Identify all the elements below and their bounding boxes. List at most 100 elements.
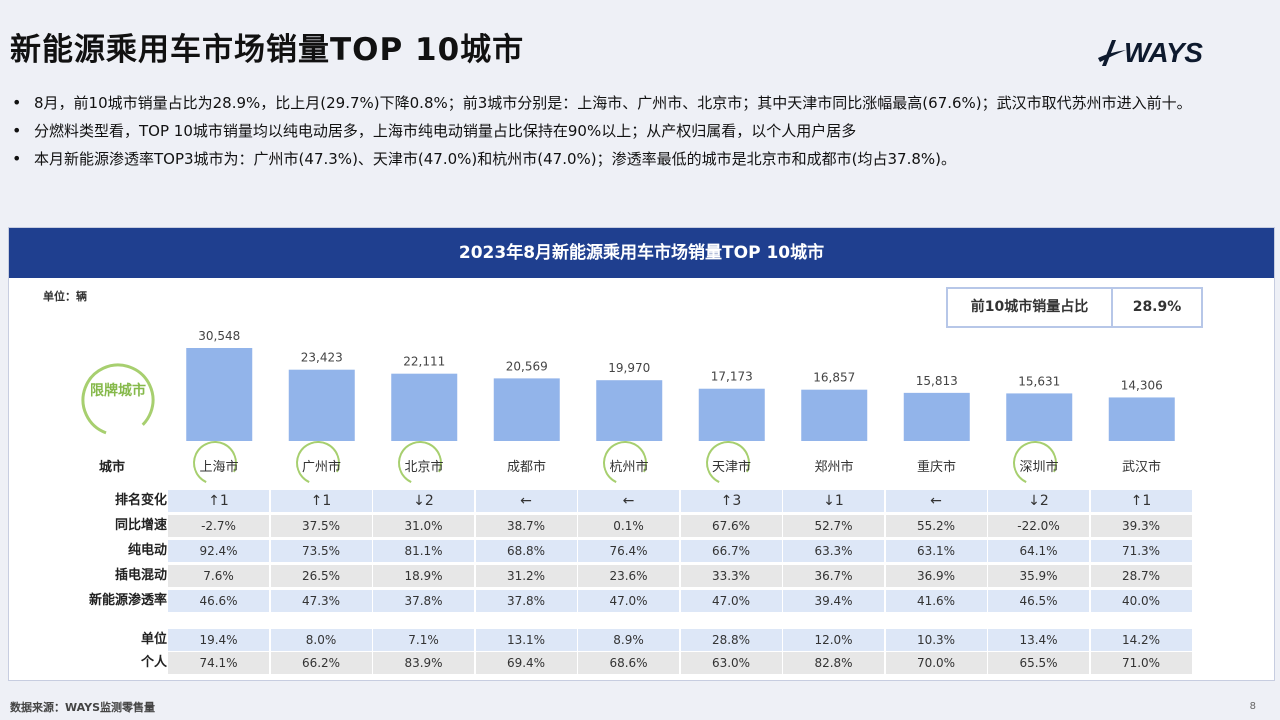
table-cell: 82.8%	[783, 652, 884, 674]
table-cell: 81.1%	[373, 540, 474, 562]
table-cell: ←	[885, 490, 987, 512]
badge-ring-icon	[81, 363, 155, 437]
table-cell: -2.7%	[168, 515, 269, 537]
table-cell: 7.6%	[168, 565, 269, 587]
table-cell: 13.1%	[475, 629, 577, 651]
table-row-label: 纯电动	[127, 543, 167, 558]
table-row-label: 个人	[140, 655, 167, 670]
logo-mark-icon	[1098, 40, 1126, 66]
table-cell: 8.0%	[270, 629, 372, 651]
bar-上海市	[186, 348, 253, 441]
table-cell: ↑1	[270, 490, 372, 512]
table-row-label: 排名变化	[114, 493, 167, 508]
table-cell: 23.6%	[578, 565, 679, 587]
table-cell: 28.8%	[680, 629, 782, 651]
table-cell: 28.7%	[1090, 565, 1192, 587]
table-cell: 31.2%	[475, 565, 577, 587]
bar-重庆市	[903, 392, 970, 441]
table-cell: 36.7%	[783, 565, 884, 587]
table-row: 单位 19.4% 8.0% 7.1% 13.1% 8.9% 28.8% 12.0% 10.3% 1…	[9, 629, 1274, 651]
table-row: 纯电动 92.4% 73.5% 81.1% 68.8% 76.4% 66.7% 63.3% 63…	[9, 540, 1274, 562]
table-cell: 47.3%	[270, 590, 372, 612]
table-cell: 73.5%	[270, 540, 372, 562]
table-cell: 52.7%	[783, 515, 884, 537]
city-label: 上海市	[199, 460, 239, 475]
logo-text: WAYS	[1124, 37, 1203, 68]
table-cell: 33.3%	[680, 565, 782, 587]
table-cell: 40.0%	[1090, 590, 1192, 612]
table-cell: 67.6%	[680, 515, 782, 537]
city-label: 天津市	[711, 460, 751, 475]
top10-share-value: 28.9%	[1132, 299, 1182, 315]
bar-value-label: 16,857	[813, 371, 855, 385]
bar-广州市	[288, 369, 355, 441]
table-cell: 69.4%	[475, 652, 577, 674]
bar-成都市	[493, 378, 560, 441]
table-cell: ↓1	[783, 490, 884, 512]
chart-title: 2023年8月新能源乘用车市场销量TOP 10城市	[9, 228, 1274, 278]
table-cell: 71.3%	[1090, 540, 1192, 562]
table-cell: 36.9%	[885, 565, 987, 587]
table-cell: 47.0%	[680, 590, 782, 612]
table-row-label: 单位	[140, 632, 167, 647]
table-cell: 41.6%	[885, 590, 987, 612]
table-cell: 74.1%	[168, 652, 269, 674]
table-cell: 35.9%	[988, 565, 1089, 587]
bar-value-label: 22,111	[403, 355, 445, 369]
footer-source: 数据来源：WAYS监测零售量	[10, 701, 155, 714]
city-label: 武汉市	[1121, 460, 1161, 475]
bullet-2: 分燃料类型看，TOP 10城市销量均以纯电动居多，上海市纯电动销量占比保持在90…	[10, 120, 1220, 142]
table-cell: 7.1%	[373, 629, 474, 651]
city-label: 北京市	[404, 460, 444, 475]
table-row-label: 同比增速	[114, 518, 167, 533]
table-cell: 71.0%	[1090, 652, 1192, 674]
table-row: 同比增速 -2.7% 37.5% 31.0% 38.7% 0.1% 67.6% 52.7% 55…	[9, 515, 1274, 537]
table-cell: 10.3%	[885, 629, 987, 651]
table-cell: 70.0%	[885, 652, 987, 674]
table-cell: 46.5%	[988, 590, 1089, 612]
bullet-1: 8月，前10城市销量占比为28.9%，比上月(29.7%)下降0.8%；前3城市…	[10, 92, 1220, 114]
table-cell: 14.2%	[1090, 629, 1192, 651]
page-number: 8	[1249, 701, 1256, 712]
table-cell: ↑3	[680, 490, 782, 512]
bar-北京市	[391, 373, 458, 441]
table-cell: 8.9%	[578, 629, 679, 651]
ways-logo: WAYS	[1098, 36, 1216, 70]
bar-value-label: 20,569	[506, 359, 548, 373]
bar-value-label: 15,631	[1018, 374, 1060, 388]
table-cell: 39.3%	[1090, 515, 1192, 537]
city-label: 重庆市	[916, 460, 956, 475]
bar-value-label: 19,970	[608, 361, 650, 375]
table-cell: ←	[475, 490, 577, 512]
table-cell: 12.0%	[783, 629, 884, 651]
city-label: 郑州市	[814, 460, 854, 475]
table-cell: 66.7%	[680, 540, 782, 562]
table-cell: ↓2	[373, 490, 474, 512]
table-cell: ↑1	[168, 490, 269, 512]
table-cell: 37.8%	[475, 590, 577, 612]
top10-share-label: 前10城市销量占比	[948, 289, 1113, 326]
city-row-label: 城市	[99, 460, 126, 475]
city-label: 深圳市	[1019, 460, 1059, 475]
table-cell: 26.5%	[270, 565, 372, 587]
table-row-label: 新能源渗透率	[88, 593, 167, 608]
table-cell: ↓2	[988, 490, 1089, 512]
bar-value-label: 30,548	[198, 329, 240, 343]
bar-武汉市	[1108, 397, 1175, 441]
table-cell: 63.3%	[783, 540, 884, 562]
table-cell: 37.8%	[373, 590, 474, 612]
table-cell: 76.4%	[578, 540, 679, 562]
bar-value-label: 14,306	[1121, 378, 1163, 392]
bar-value-label: 17,173	[711, 370, 753, 384]
city-label: 广州市	[301, 460, 341, 475]
summary-bullets: 8月，前10城市销量占比为28.9%，比上月(29.7%)下降0.8%；前3城市…	[10, 92, 1220, 176]
bar-value-label: 15,813	[916, 374, 958, 388]
table-cell: 66.2%	[270, 652, 372, 674]
table-cell: -22.0%	[988, 515, 1089, 537]
table-cell: 64.1%	[988, 540, 1089, 562]
table-cell: 68.6%	[578, 652, 679, 674]
table-cell: 68.8%	[475, 540, 577, 562]
table-row: 插电混动 7.6% 26.5% 18.9% 31.2% 23.6% 33.3% 36.7% 36…	[9, 565, 1274, 587]
city-label: 成都市	[506, 460, 546, 475]
top10-share-box: 前10城市销量占比 28.9%	[946, 287, 1203, 328]
